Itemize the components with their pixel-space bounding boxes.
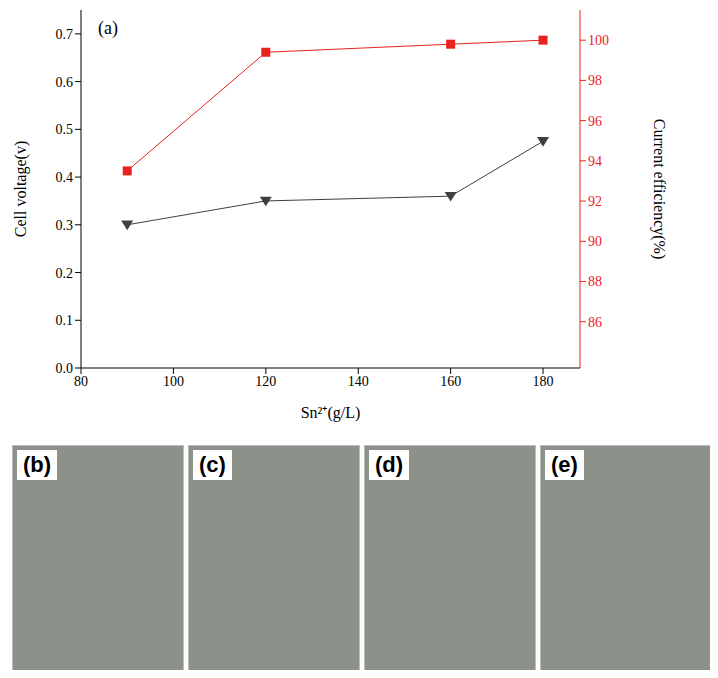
svg-text:0.6: 0.6 (56, 75, 74, 90)
svg-text:0.3: 0.3 (56, 218, 74, 233)
svg-text:90: 90 (588, 234, 602, 249)
svg-text:0.0: 0.0 (56, 361, 74, 376)
svg-text:140: 140 (348, 374, 369, 389)
svg-text:0.5: 0.5 (56, 122, 74, 137)
svg-text:96: 96 (588, 114, 602, 129)
html-text:(d): (d) (375, 452, 404, 477)
svg-text:0.2: 0.2 (56, 266, 74, 281)
svg-text:100: 100 (163, 374, 184, 389)
svg-text:0.1: 0.1 (56, 313, 74, 328)
svg-text:0.4: 0.4 (56, 170, 74, 185)
html-text:(a): (a) (98, 18, 118, 38)
svg-text:80: 80 (74, 374, 88, 389)
svg-text:94: 94 (588, 154, 602, 169)
svg-text:98: 98 (588, 73, 602, 88)
svg-text:160: 160 (440, 374, 461, 389)
svg-text:86: 86 (588, 315, 602, 330)
html-text:(b): (b) (23, 452, 52, 477)
svg-text:Current efficiency(%): Current efficiency(%) (650, 119, 668, 260)
svg-text:92: 92 (588, 194, 602, 209)
svg-text:0.7: 0.7 (56, 27, 74, 42)
svg-text:Cell voltage(v): Cell voltage(v) (12, 141, 30, 237)
svg-text:120: 120 (255, 374, 276, 389)
svg-text:100: 100 (588, 33, 609, 48)
svg-text:88: 88 (588, 274, 602, 289)
svg-text:Sn²⁺(g/L): Sn²⁺(g/L) (301, 404, 361, 422)
html-text:(e): (e) (551, 452, 578, 477)
svg-text:180: 180 (533, 374, 554, 389)
html-text:(c): (c) (199, 452, 226, 477)
